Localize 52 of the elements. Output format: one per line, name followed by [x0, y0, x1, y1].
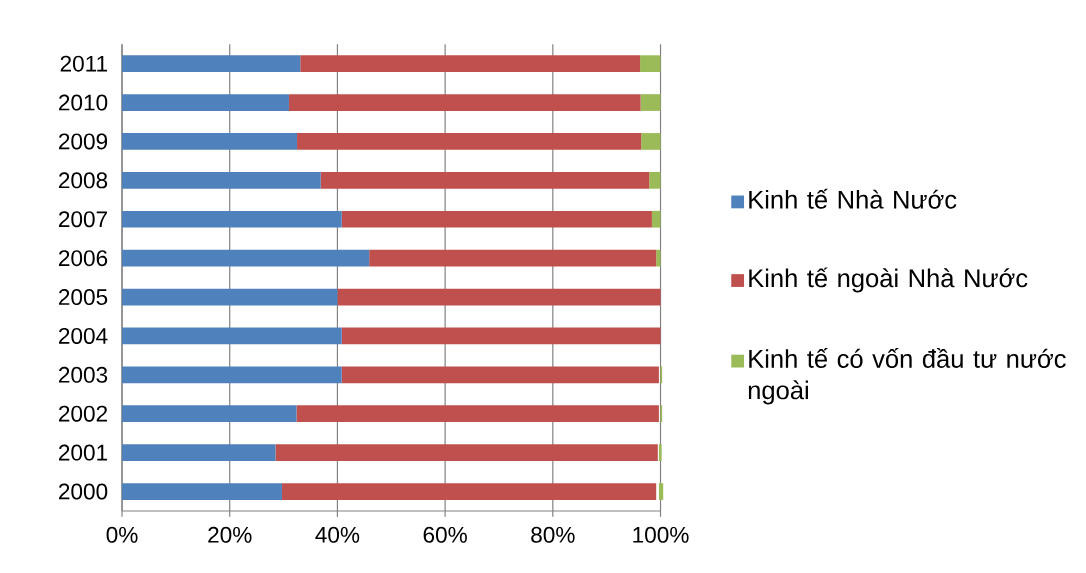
legend-label: Kinh tế có vốn đầu tư nước ngoài: [748, 348, 1066, 405]
bar: [122, 288, 338, 306]
y-tick-label: 2003: [59, 366, 108, 383]
bar: [640, 55, 661, 73]
bar: [122, 210, 342, 228]
x-tick-label: 20%: [208, 526, 252, 543]
bar: [122, 249, 370, 267]
bar: [288, 94, 641, 111]
bar: [649, 172, 661, 189]
y-tick-label: 2007: [59, 211, 108, 228]
y-tick-label: 2001: [59, 444, 108, 461]
bar: [640, 94, 661, 111]
legend-label: Kinh tế ngoài Nhà Nước: [749, 267, 1028, 293]
bar: [122, 133, 298, 150]
bar: [297, 133, 642, 150]
bar: [122, 94, 289, 111]
bar: [341, 327, 661, 345]
bar: [122, 366, 342, 384]
bar: [122, 483, 282, 500]
y-tick-label: 2005: [59, 289, 108, 306]
bar: [656, 249, 661, 267]
bar: [341, 366, 659, 384]
y-tick-label: 2010: [59, 94, 108, 111]
bar: [122, 444, 276, 462]
bar: [651, 210, 661, 228]
bar: [122, 172, 321, 189]
bar: [641, 133, 661, 150]
y-tick-label: 2004: [59, 327, 108, 344]
x-tick-label: 100%: [633, 526, 689, 543]
y-tick-label: 2008: [59, 172, 108, 189]
bar: [320, 172, 650, 189]
bar: [300, 55, 641, 73]
x-tick-label: 40%: [315, 526, 360, 543]
y-tick-label: 2006: [59, 250, 108, 267]
bar: [658, 444, 662, 462]
x-tick-label: 80%: [531, 526, 575, 543]
y-tick-label: 2002: [59, 405, 108, 422]
y-tick-label: 2011: [60, 55, 108, 72]
bar: [122, 405, 297, 423]
x-tick-label: 0%: [106, 526, 138, 543]
bar: [122, 55, 301, 73]
y-tick-label: 2000: [59, 483, 108, 500]
legend-label: Kinh tế Nhà Nước: [749, 188, 957, 209]
bar: [369, 249, 657, 267]
y-tick-label: 2009: [59, 133, 108, 150]
x-tick-label: 60%: [423, 526, 467, 543]
bar: [296, 405, 659, 423]
bar: [337, 288, 661, 306]
bar: [122, 327, 342, 345]
bar: [281, 483, 657, 500]
bar: [341, 210, 652, 228]
bar: [275, 444, 658, 462]
